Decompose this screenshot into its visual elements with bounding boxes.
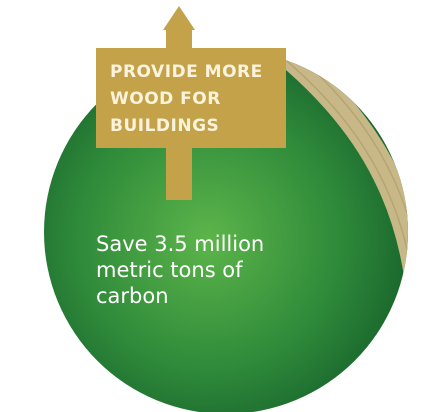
- caption-line: Save 3.5 million: [96, 232, 264, 256]
- sign-line: WOOD FOR: [110, 89, 221, 109]
- caption-line: metric tons of: [96, 258, 243, 282]
- signpost: [96, 6, 286, 200]
- sign-line: PROVIDE MORE: [110, 62, 263, 82]
- sign-line: BUILDINGS: [110, 116, 219, 136]
- caption-line: carbon: [96, 284, 169, 308]
